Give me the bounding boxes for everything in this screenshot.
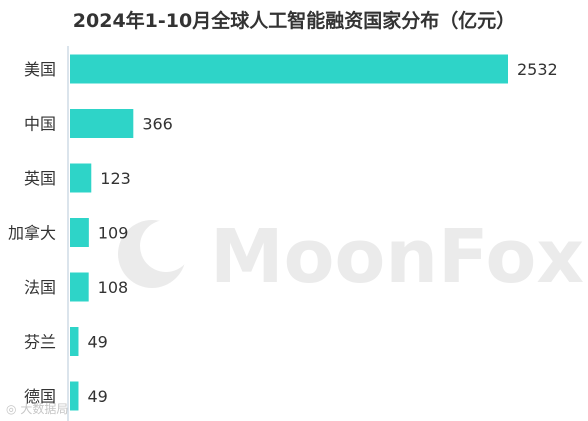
bar bbox=[70, 109, 134, 138]
value-label: 123 bbox=[100, 169, 131, 188]
category-label: 英国 bbox=[24, 169, 56, 188]
chart-title: 2024年1-10月全球人工智能融资国家分布（亿元） bbox=[72, 10, 516, 32]
bar bbox=[70, 327, 79, 356]
value-label: 2532 bbox=[517, 60, 558, 79]
bar bbox=[70, 54, 508, 84]
corner-watermark-text: 大数据局 bbox=[20, 402, 69, 416]
weibo-icon: ◎ bbox=[6, 402, 17, 416]
category-label: 法国 bbox=[24, 278, 56, 297]
bar bbox=[70, 163, 92, 193]
category-label: 芬兰 bbox=[24, 333, 56, 352]
value-label: 49 bbox=[87, 387, 107, 406]
category-label: 中国 bbox=[24, 115, 56, 134]
bar bbox=[70, 218, 89, 247]
value-label: 366 bbox=[142, 115, 173, 134]
value-label: 109 bbox=[98, 224, 129, 243]
moonfox-logo-cutout bbox=[140, 220, 192, 272]
bar bbox=[70, 272, 89, 302]
bars-group: 美国 2532 中国 366 英国 123 加拿大 109 法国 108 芬兰 49 德国 49 bbox=[8, 54, 558, 411]
watermark: MoonFox bbox=[118, 214, 584, 300]
bar bbox=[70, 381, 79, 411]
corner-watermark: ◎ 大数据局 bbox=[6, 400, 68, 417]
category-label: 加拿大 bbox=[8, 224, 56, 243]
value-label: 108 bbox=[98, 278, 129, 297]
category-label: 德国 bbox=[24, 387, 56, 406]
watermark-text: MoonFox bbox=[210, 214, 584, 300]
value-label: 49 bbox=[87, 333, 107, 352]
category-label: 美国 bbox=[24, 60, 56, 79]
